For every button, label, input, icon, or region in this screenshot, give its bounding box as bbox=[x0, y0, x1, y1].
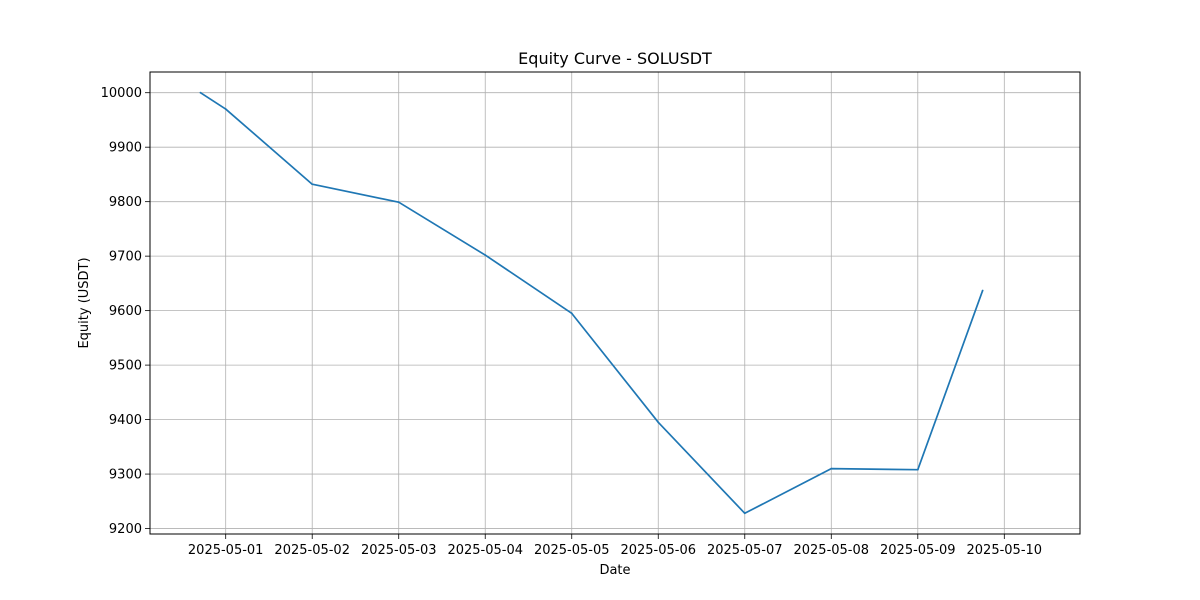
y-tick-label: 9700 bbox=[109, 250, 142, 265]
y-axis-label: Equity (USDT) bbox=[77, 257, 92, 348]
data-point bbox=[199, 91, 202, 94]
y-tick-label: 9200 bbox=[109, 522, 142, 537]
x-tick-label: 2025-05-03 bbox=[361, 543, 437, 558]
x-tick-label: 2025-05-05 bbox=[534, 543, 610, 558]
x-tick-label: 2025-05-01 bbox=[188, 543, 264, 558]
chart-title: Equity Curve - SOLUSDT bbox=[518, 49, 712, 68]
data-point bbox=[224, 108, 227, 110]
data-point bbox=[981, 289, 984, 292]
data-point bbox=[397, 201, 400, 204]
data-point bbox=[830, 467, 833, 470]
x-axis-label: Date bbox=[599, 563, 630, 578]
data-point bbox=[570, 312, 573, 315]
x-tick-label: 2025-05-04 bbox=[447, 543, 523, 558]
y-tick-label: 9600 bbox=[109, 304, 142, 319]
y-tick-label: 9500 bbox=[109, 359, 142, 374]
y-axis: 9200 9300 9400 9500 9600 9700 9800 9900 10000 bbox=[101, 86, 150, 537]
series-layer bbox=[199, 91, 984, 515]
x-tick-label: 2025-05-02 bbox=[274, 543, 350, 558]
x-tick-label: 2025-05-06 bbox=[620, 543, 696, 558]
data-point bbox=[657, 421, 660, 424]
data-point bbox=[916, 468, 919, 471]
data-point bbox=[311, 183, 314, 186]
x-tick-label: 2025-05-10 bbox=[967, 543, 1043, 558]
y-tick-label: 9900 bbox=[109, 141, 142, 156]
y-tick-label: 9400 bbox=[109, 413, 142, 428]
grid bbox=[150, 72, 1080, 534]
x-tick-label: 2025-05-09 bbox=[880, 543, 956, 558]
y-tick-label: 10000 bbox=[101, 86, 142, 101]
y-tick-label: 9300 bbox=[109, 468, 142, 483]
data-point bbox=[484, 254, 487, 256]
x-tick-label: 2025-05-07 bbox=[707, 543, 783, 558]
x-axis: 2025-05-01 2025-05-02 2025-05-03 2025-05-04… bbox=[188, 534, 1042, 558]
data-point bbox=[743, 512, 746, 515]
y-tick-label: 9800 bbox=[109, 195, 142, 210]
plot-frame bbox=[149, 71, 1081, 535]
x-tick-label: 2025-05-08 bbox=[793, 543, 869, 558]
